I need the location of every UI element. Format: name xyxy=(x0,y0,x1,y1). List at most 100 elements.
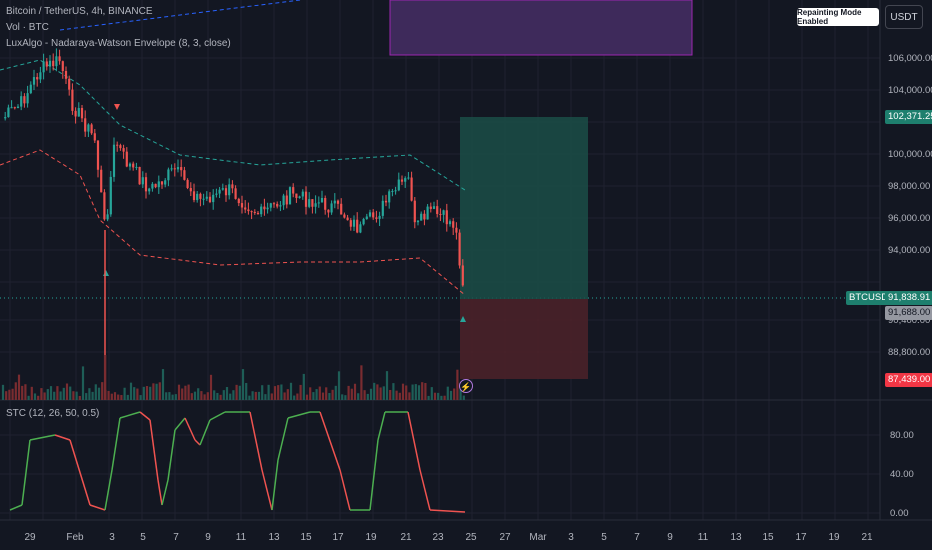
volume-bar xyxy=(133,387,136,400)
volume-bar xyxy=(331,389,334,400)
candle-body xyxy=(205,196,208,199)
volume-bar xyxy=(222,390,225,400)
candle-body xyxy=(164,180,167,185)
time-tick-label: 21 xyxy=(861,532,873,543)
volume-bar xyxy=(401,383,405,400)
candle-body xyxy=(282,195,285,206)
candle-body xyxy=(256,212,260,215)
candle-body xyxy=(119,145,122,149)
volume-bar xyxy=(155,383,158,400)
volume-bar xyxy=(53,391,56,400)
candle-body xyxy=(157,181,160,188)
candle-body xyxy=(74,110,77,117)
candle-body xyxy=(320,198,324,203)
currency-button[interactable]: USDT xyxy=(885,5,923,29)
candle-body xyxy=(368,212,372,217)
volume-bar xyxy=(225,387,229,400)
candle-body xyxy=(324,198,327,210)
candle-body xyxy=(167,169,170,181)
candle-body xyxy=(442,210,445,215)
candle-body xyxy=(372,212,375,218)
volume-bar xyxy=(181,388,184,400)
stop-zone xyxy=(460,299,588,379)
candle-body xyxy=(176,167,180,170)
candle-body xyxy=(381,200,384,216)
volume-bar xyxy=(145,386,149,400)
volume-bar xyxy=(366,393,369,400)
candle-body xyxy=(77,108,80,117)
volume-bar xyxy=(113,392,117,400)
volume-bar xyxy=(277,385,280,400)
time-tick-label: 23 xyxy=(432,532,444,543)
rectangle-drawing xyxy=(389,0,693,56)
volume-bar xyxy=(405,385,408,400)
candle-body xyxy=(151,183,154,189)
volume-bar xyxy=(376,384,379,400)
candle-body xyxy=(330,203,333,213)
repaint-mode-badge[interactable]: Repainting Mode Enabled xyxy=(797,8,879,26)
volume-bar xyxy=(430,387,433,400)
volume-bar xyxy=(453,388,456,400)
volume-bar xyxy=(149,386,152,400)
volume-bar xyxy=(414,384,417,400)
candle-body xyxy=(384,200,388,203)
indicator-legend[interactable]: LuxAlgo - Nadaraya-Watson Envelope (8, 3… xyxy=(6,38,231,49)
price-tick-label: 96,000.00 xyxy=(888,213,930,224)
volume-bar xyxy=(190,393,193,400)
volume-bar xyxy=(238,385,241,400)
candle-body xyxy=(432,206,436,209)
stc-line xyxy=(167,429,176,481)
stc-line xyxy=(429,509,466,513)
symbol-legend[interactable]: Bitcoin / TetherUS, 4h, BINANCE xyxy=(6,6,153,17)
volume-bar xyxy=(283,392,286,400)
stc-line xyxy=(287,411,311,419)
candle-body xyxy=(436,206,439,214)
target-price-tag: 102,371.25 xyxy=(885,110,932,124)
volume-bar xyxy=(312,392,315,400)
stc-line xyxy=(119,411,141,419)
candle-body xyxy=(183,170,186,180)
symbol-tag: BTCUSDT xyxy=(846,291,897,305)
time-tick-label: 17 xyxy=(795,532,807,543)
volume-bar xyxy=(117,394,120,400)
candle-body xyxy=(311,199,314,207)
candle-body xyxy=(349,220,352,227)
time-tick-label: 25 xyxy=(465,532,477,543)
volume-bar xyxy=(389,389,392,400)
volume-bar xyxy=(443,395,446,400)
candle-body xyxy=(455,227,458,233)
candle-body xyxy=(170,168,173,170)
candle-body xyxy=(215,193,218,195)
time-tick-label: 9 xyxy=(205,532,211,543)
candle-body xyxy=(221,188,224,190)
volume-bar xyxy=(437,392,440,400)
volume-bar xyxy=(270,393,273,400)
oscillator-legend[interactable]: STC (12, 26, 50, 0.5) xyxy=(6,408,100,419)
lightning-icon[interactable]: ⚡ xyxy=(459,379,473,393)
volume-legend[interactable]: Vol · BTC xyxy=(6,22,49,33)
candle-body xyxy=(407,177,410,179)
stc-line xyxy=(149,419,159,481)
candle-body xyxy=(103,192,106,220)
volume-bar xyxy=(360,365,363,400)
time-tick-label: 13 xyxy=(268,532,280,543)
candle-body xyxy=(4,117,7,119)
time-tick-label: 17 xyxy=(332,532,344,543)
candle-body xyxy=(135,166,138,168)
volume-bar xyxy=(216,392,219,400)
volume-bar xyxy=(296,393,299,400)
volume-bar xyxy=(302,373,305,400)
time-tick-label: 3 xyxy=(568,532,574,543)
candle-body xyxy=(106,214,109,220)
volume-bar xyxy=(24,384,27,400)
candle-body xyxy=(228,184,231,196)
candle-body xyxy=(138,166,141,185)
candle-body xyxy=(279,205,282,207)
volume-bar xyxy=(392,383,395,400)
buy-signal-marker xyxy=(103,270,109,276)
volume-bar xyxy=(126,394,129,400)
time-tick-label: 15 xyxy=(762,532,774,543)
volume-bar xyxy=(30,386,33,400)
stc-line xyxy=(89,504,106,511)
